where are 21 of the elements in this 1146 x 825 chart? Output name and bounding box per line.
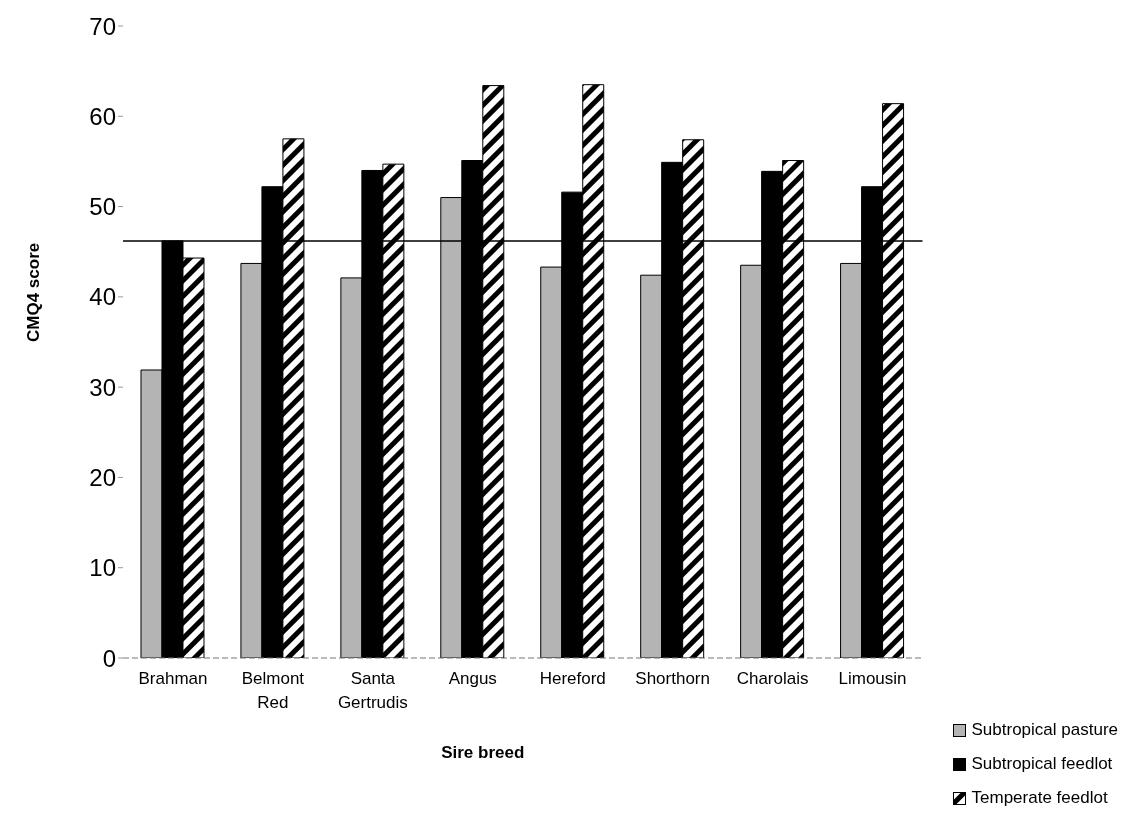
- x-tick-label: Belmont Red: [241, 669, 305, 712]
- x-tick-label: Santa Gertrudis: [337, 669, 408, 712]
- x-tick-label: Brahman: [138, 669, 208, 688]
- y-tick-label: 50: [89, 193, 116, 221]
- legend-label: Temperate feedlot: [971, 788, 1108, 808]
- y-tick-label: 70: [89, 12, 116, 40]
- x-axis-title: Sire breed: [441, 743, 525, 762]
- x-tick-label: Hereford: [539, 669, 606, 688]
- y-tick-label: 30: [89, 373, 116, 401]
- y-tick-label: 20: [89, 463, 116, 491]
- x-tick-label: Shorthorn: [635, 669, 710, 688]
- y-tick-label: 60: [89, 102, 116, 130]
- legend-label: Subtropical pasture: [971, 720, 1118, 740]
- y-tick-label: 10: [89, 554, 116, 582]
- y-tick-label: 40: [89, 283, 116, 311]
- y-tick-label: 0: [102, 644, 116, 672]
- x-tick-label: Angus: [448, 669, 497, 688]
- y-axis-title: CMQ4 score: [24, 242, 44, 342]
- legend-label: Subtropical feedlot: [971, 754, 1113, 774]
- x-tick-label: Limousin: [838, 669, 907, 688]
- x-tick-label: Charolais: [736, 669, 809, 688]
